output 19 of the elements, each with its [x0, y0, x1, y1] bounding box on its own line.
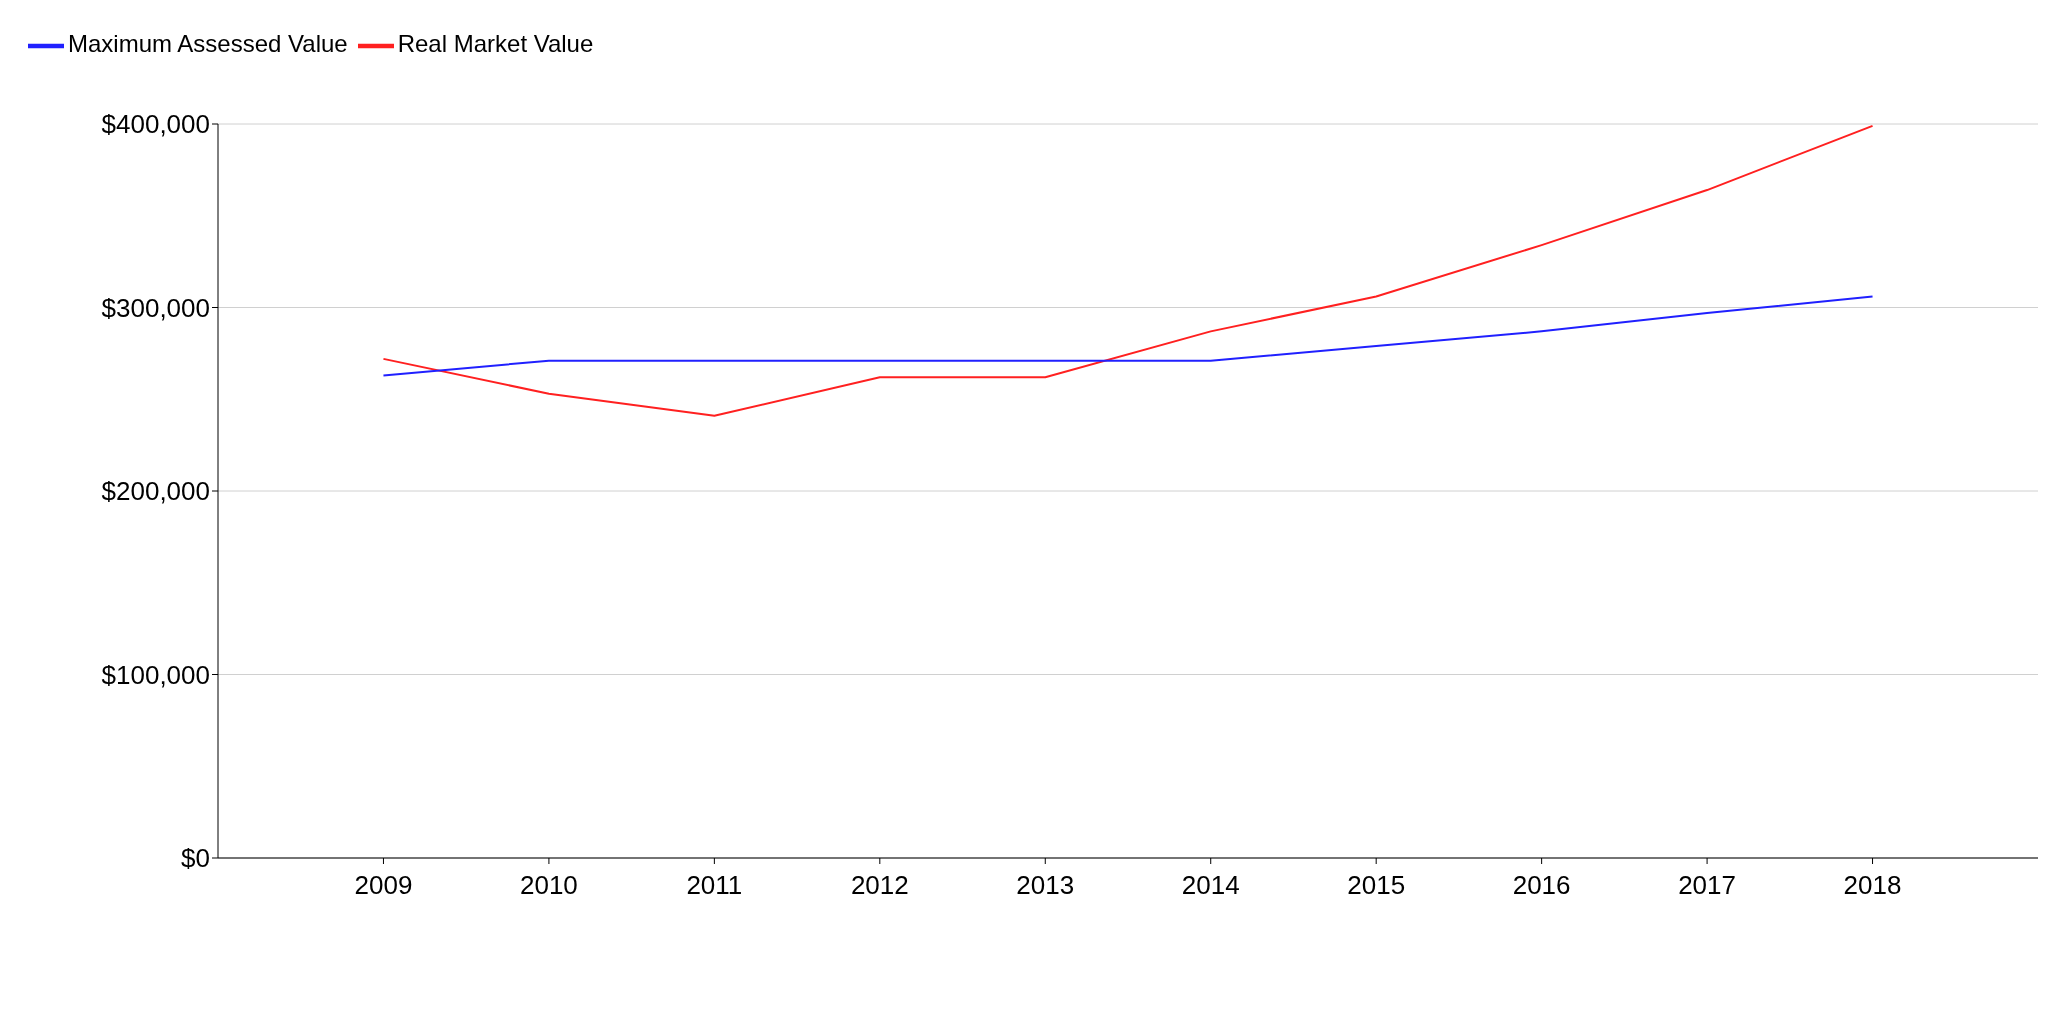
- x-tick-label: 2009: [354, 870, 413, 901]
- x-tick-label: 2013: [1016, 870, 1075, 901]
- x-tick-label: 2011: [686, 870, 743, 901]
- x-tick-label: 2012: [850, 870, 909, 901]
- x-tick-label: 2014: [1181, 870, 1240, 901]
- x-tick-label: 2015: [1347, 870, 1406, 901]
- y-tick-label: $100,000: [101, 659, 210, 690]
- y-tick-label: $300,000: [101, 292, 210, 323]
- x-tick-label: 2010: [519, 870, 578, 901]
- y-tick-label: $400,000: [101, 109, 210, 140]
- x-tick-label: 2018: [1843, 870, 1902, 901]
- legend-label: Real Market Value: [397, 30, 594, 58]
- y-tick-label: $200,000: [101, 476, 210, 507]
- legend-label: Maximum Assessed Value: [68, 30, 348, 58]
- line-series: [382, 124, 1874, 417]
- x-tick-label: 2017: [1678, 870, 1737, 901]
- y-tick-label: $0: [181, 843, 210, 874]
- line-series: [382, 295, 1874, 377]
- x-tick-label: 2016: [1512, 870, 1571, 901]
